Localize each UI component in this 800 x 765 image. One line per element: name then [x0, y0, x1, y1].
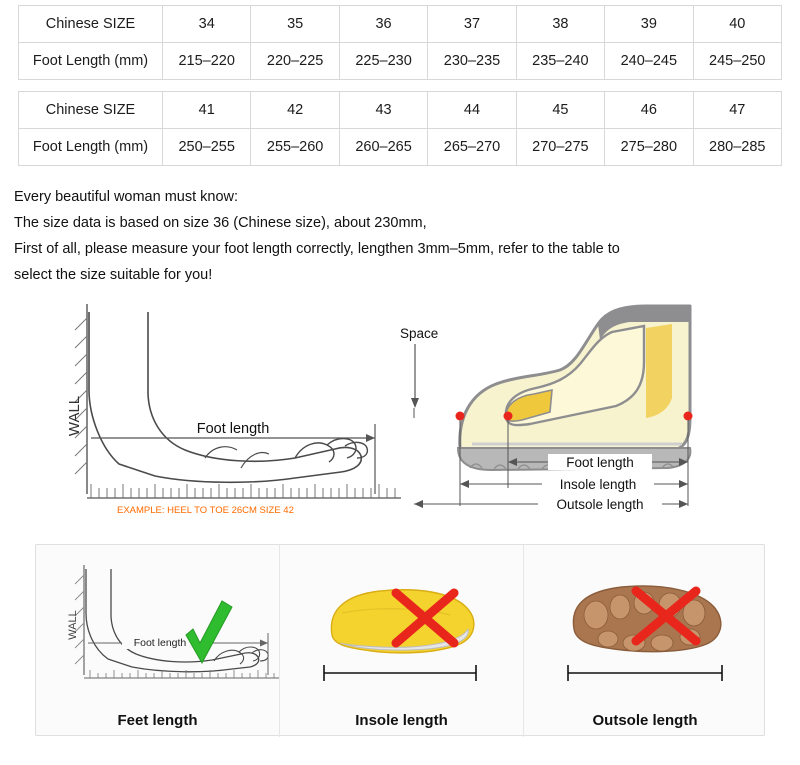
panel-cell-insole-length: Insole length	[280, 545, 523, 737]
wall-label: WALL	[66, 396, 83, 436]
table-cell: 37	[427, 5, 517, 43]
row-label: Chinese SIZE	[18, 5, 163, 43]
table-row: Chinese SIZE 41 42 43 44 45 46 47	[18, 91, 783, 129]
note-line: select the size suitable for you!	[14, 267, 213, 283]
panel-divider	[279, 545, 280, 737]
shoe-cross-section-diagram: Space Foot length	[400, 304, 693, 512]
arrow-head	[366, 434, 375, 442]
table-row: Foot Length (mm) 215–220 220–225 225–230…	[18, 42, 783, 80]
table-cell: 235–240	[515, 42, 606, 80]
marker-dot-heel	[683, 411, 693, 421]
row-label: Foot Length (mm)	[18, 42, 163, 80]
insole-edge	[339, 627, 469, 651]
heel-accent	[646, 324, 672, 418]
check-icon	[185, 600, 233, 665]
table-cell: 43	[338, 91, 429, 129]
ruler-ticks	[89, 670, 275, 678]
cell-caption: Insole length	[355, 712, 448, 729]
foot-outline	[88, 312, 363, 484]
table-cell: 34	[161, 5, 252, 43]
table-cell: 215–220	[161, 42, 252, 80]
table-cell: 280–285	[692, 128, 783, 166]
marker-dot-front	[455, 411, 465, 421]
inner-label: Foot length	[134, 637, 187, 649]
wall-label: WALL	[67, 610, 79, 640]
panel-divider	[523, 545, 524, 737]
cell-caption: Outsole length	[592, 712, 698, 729]
table-cell: 225–230	[338, 42, 429, 80]
table-cell: 40	[692, 5, 783, 43]
table-cell: 39	[604, 5, 694, 43]
dim-label: Foot length	[566, 455, 634, 470]
table-cell: 42	[250, 91, 340, 129]
dimension-guides	[413, 408, 689, 506]
table-cell: 36	[338, 5, 429, 43]
insole-illustration	[323, 588, 477, 681]
table-cell: 46	[604, 91, 694, 129]
table-row: Foot Length (mm) 250–255 255–260 260–265…	[18, 128, 783, 166]
table-cell: 220–225	[250, 42, 340, 80]
note-line: The size data is based on size 36 (Chine…	[14, 215, 427, 231]
row-label: Chinese SIZE	[18, 91, 163, 129]
foot-length-label: Foot length	[197, 421, 270, 437]
shoe-collar	[598, 306, 690, 340]
foot-outline	[85, 569, 260, 673]
comparison-panel: WALL Foot length	[35, 544, 766, 737]
cell-caption: Feet length	[117, 712, 198, 729]
note-line: Every beautiful woman must know:	[14, 189, 239, 205]
table-cell: 38	[515, 5, 606, 43]
dim-label: Outsole length	[556, 497, 643, 512]
table-cell: 260–265	[338, 128, 429, 166]
foot-measure-diagram: WALL Foot length	[66, 304, 401, 516]
dim-insole-length: Insole length	[460, 476, 688, 492]
outsole-illustration	[567, 585, 723, 681]
dim-outsole-length: Outsole length	[414, 496, 688, 512]
notes-block: Every beautiful woman must know: The siz…	[14, 184, 800, 288]
dim-label: Insole length	[560, 477, 637, 492]
table-cell: 255–260	[250, 128, 340, 166]
panel-cell-outsole-length: Outsole length	[524, 545, 766, 737]
table-cell: 230–235	[427, 42, 517, 80]
table-cell: 45	[515, 91, 606, 129]
panel-cell-feet-length: WALL Foot length	[36, 545, 279, 737]
size-table-1: Chinese SIZE 34 35 36 37 38 39 40 Foot L…	[18, 5, 783, 80]
table-cell: 270–275	[515, 128, 606, 166]
table-cell: 250–255	[161, 128, 252, 166]
ruler-ticks	[90, 484, 396, 498]
marker-dot-foot-front	[503, 411, 513, 421]
diagram-area: WALL Foot length	[0, 298, 800, 538]
table-cell: 41	[161, 91, 252, 129]
table-cell: 240–245	[604, 42, 694, 80]
table-cell: 275–280	[604, 128, 694, 166]
table-cell: 265–270	[427, 128, 517, 166]
feet-length-illustration: WALL Foot length	[67, 565, 279, 679]
table-row: Chinese SIZE 34 35 36 37 38 39 40	[18, 5, 783, 43]
dim-foot-length: Foot length	[508, 454, 688, 470]
size-table-2-wrapper: Chinese SIZE 41 42 43 44 45 46 47 Foot L…	[0, 80, 800, 166]
ruler-note: EXAMPLE: HEEL TO TOE 26CM SIZE 42	[117, 505, 294, 516]
table-cell: 35	[250, 5, 340, 43]
size-table-2: Chinese SIZE 41 42 43 44 45 46 47 Foot L…	[18, 91, 783, 166]
table-cell: 245–250	[692, 42, 783, 80]
note-line: First of all, please measure your foot l…	[14, 241, 620, 257]
row-label: Foot Length (mm)	[18, 128, 163, 166]
space-label: Space	[400, 326, 438, 341]
table-cell: 44	[427, 91, 517, 129]
cross-icon	[631, 586, 701, 646]
table-cell: 47	[692, 91, 783, 129]
size-table-1-wrapper: Chinese SIZE 34 35 36 37 38 39 40 Foot L…	[0, 0, 800, 80]
cross-icon	[391, 588, 459, 648]
